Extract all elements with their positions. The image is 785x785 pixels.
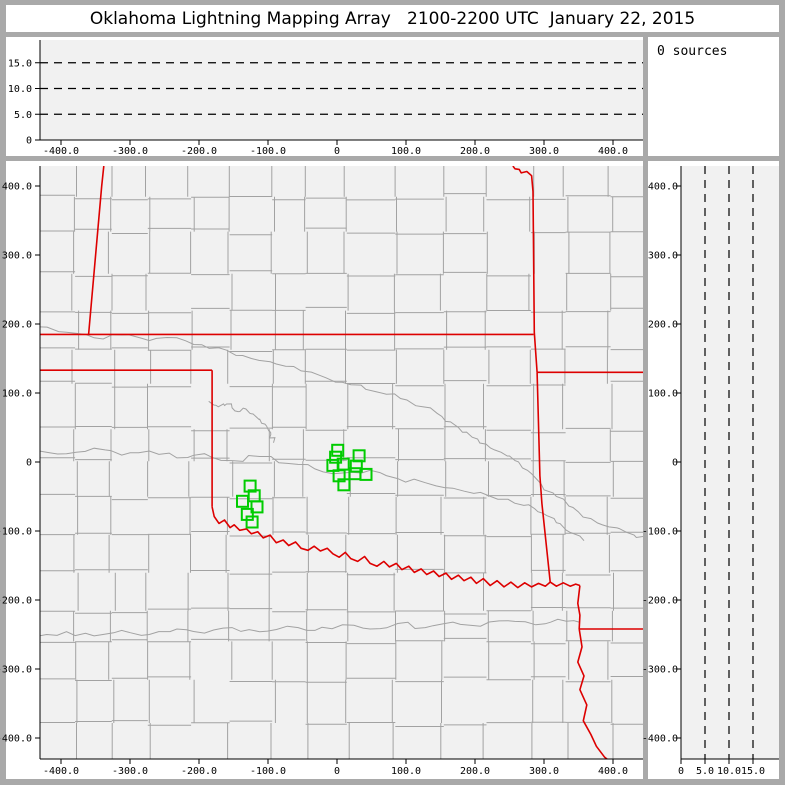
tick-label: 0 xyxy=(678,766,684,777)
tick-label: 100.0 xyxy=(648,389,678,400)
station-marker xyxy=(331,443,345,457)
state-border-line xyxy=(536,372,551,583)
tick-label: 100.0 xyxy=(391,766,421,777)
plan-view-map-panel[interactable]: 400.0 300.0 200.0 100.0 0 -100.0 -200.0 -300.0 -… xyxy=(0,161,643,779)
ew-dashed-gridlines xyxy=(40,62,643,115)
tick-label: 200.0 xyxy=(460,766,490,777)
tick-label: 5.0 xyxy=(696,766,714,777)
tick-label: 300.0 xyxy=(2,251,32,262)
tick-label: 100.0 xyxy=(2,389,32,400)
lma-stations xyxy=(236,443,373,529)
tick-label: 100.0 xyxy=(391,146,421,157)
ns-plot-area xyxy=(681,166,779,759)
tick-label: 0 xyxy=(334,766,340,777)
sources-count-panel: 0 sources xyxy=(648,37,779,156)
altitude-ns-plot[interactable]: 400.0 300.0 200.0 100.0 0 -100.0 -200.0 -300.0 -… xyxy=(642,161,779,779)
tick-label: -200.0 xyxy=(181,146,217,157)
station-marker xyxy=(245,515,259,529)
river-line xyxy=(40,326,643,539)
sources-count-label: 0 sources xyxy=(657,44,728,59)
station-marker xyxy=(349,459,363,473)
tick-label: 0 xyxy=(672,458,678,469)
tick-label: 300.0 xyxy=(529,766,559,777)
station-marker xyxy=(236,494,249,508)
tick-label: -300.0 xyxy=(642,665,678,676)
tick-label: -400.0 xyxy=(43,146,79,157)
ew-plot-area xyxy=(40,40,643,140)
rivers xyxy=(40,326,643,637)
tick-label: -400.0 xyxy=(0,734,32,745)
tick-label: 15.0 xyxy=(741,766,765,777)
tick-label: 0 xyxy=(26,458,32,469)
tick-label: -200.0 xyxy=(642,596,678,607)
tick-label: 15.0 xyxy=(8,58,32,69)
tick-label: -400.0 xyxy=(43,766,79,777)
altitude-ns-panel[interactable]: 400.0 300.0 200.0 100.0 0 -100.0 -200.0 -300.0 -… xyxy=(642,161,779,779)
tick-label: 10.0 xyxy=(717,766,741,777)
tick-label: 300.0 xyxy=(529,146,559,157)
tick-label: -200.0 xyxy=(181,766,217,777)
county-grid xyxy=(40,166,643,759)
station-marker xyxy=(359,467,373,481)
state-borders xyxy=(40,166,643,759)
tick-label: 5.0 xyxy=(14,110,32,121)
station-marker xyxy=(329,450,343,464)
station-marker xyxy=(337,478,351,492)
station-marker xyxy=(250,500,264,514)
tick-label: 0 xyxy=(26,136,32,147)
tick-label: -100.0 xyxy=(250,146,286,157)
state-border-line xyxy=(577,585,581,630)
station-marker xyxy=(243,479,257,493)
tick-label: -400.0 xyxy=(642,734,678,745)
tick-label: -100.0 xyxy=(250,766,286,777)
title-bar: Oklahoma Lightning Mapping Array 2100-22… xyxy=(6,5,779,32)
ns-dashed-gridlines xyxy=(704,166,754,759)
state-border-line xyxy=(512,166,538,373)
tick-label: -200.0 xyxy=(0,596,32,607)
tick-label: 400.0 xyxy=(598,766,628,777)
tick-label: 10.0 xyxy=(8,84,32,95)
tick-label: 200.0 xyxy=(2,320,32,331)
tick-label: 200.0 xyxy=(648,320,678,331)
river-line xyxy=(40,447,585,542)
tick-label: 400.0 xyxy=(648,182,678,193)
tick-label: 400.0 xyxy=(2,182,32,193)
tick-label: 200.0 xyxy=(460,146,490,157)
tick-label: -100.0 xyxy=(0,527,32,538)
altitude-ew-panel[interactable]: 15.0 10.0 5.0 0 -400.0 -300.0 -200.0 -100.0 0 100… xyxy=(6,37,643,157)
tick-label: -300.0 xyxy=(112,146,148,157)
state-border-line xyxy=(211,506,581,589)
state-border-line xyxy=(577,628,609,759)
altitude-ew-plot[interactable]: 15.0 10.0 5.0 0 -400.0 -300.0 -200.0 -100.0 0 100… xyxy=(6,37,643,157)
page-title: Oklahoma Lightning Mapping Array 2100-22… xyxy=(89,8,696,29)
map-layers xyxy=(40,166,643,759)
tick-label: 400.0 xyxy=(598,146,628,157)
tick-label: 300.0 xyxy=(648,251,678,262)
tick-label: -100.0 xyxy=(642,527,678,538)
tick-label: 0 xyxy=(334,146,340,157)
river-line xyxy=(208,400,276,443)
tick-label: -300.0 xyxy=(112,766,148,777)
state-border-line xyxy=(87,166,105,335)
tick-label: -300.0 xyxy=(0,665,32,676)
river-line xyxy=(40,618,580,637)
plan-view-map-plot[interactable]: 400.0 300.0 200.0 100.0 0 -100.0 -200.0 -300.0 -… xyxy=(0,161,643,779)
